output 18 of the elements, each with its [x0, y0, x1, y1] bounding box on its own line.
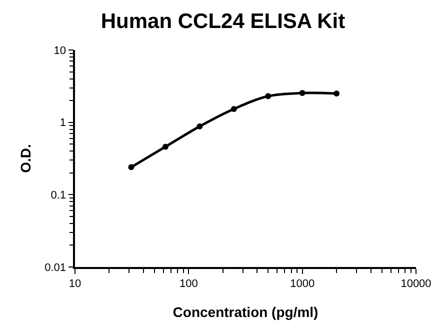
- point: [299, 90, 306, 96]
- y-tick-label: 0.01: [44, 262, 66, 274]
- y-tick-label: 1: [60, 117, 66, 130]
- x-tick-label: 1000: [290, 278, 315, 290]
- chart-title: Human CCL24 ELISA Kit: [100, 10, 346, 33]
- y-axis-title: O.D.: [18, 144, 34, 173]
- point: [230, 106, 237, 112]
- point: [334, 90, 340, 97]
- point: [128, 164, 134, 170]
- x-tick-label: 100: [179, 278, 198, 290]
- x-axis-title: Concentration (pg/ml): [172, 304, 318, 320]
- point: [265, 93, 272, 100]
- point: [162, 144, 168, 150]
- y-tick-label: 0.1: [50, 190, 66, 202]
- x-tick-label: 10: [68, 278, 82, 290]
- point: [196, 123, 203, 130]
- x-tick-label: 10000: [400, 278, 432, 290]
- y-tick-label: 10: [54, 44, 66, 57]
